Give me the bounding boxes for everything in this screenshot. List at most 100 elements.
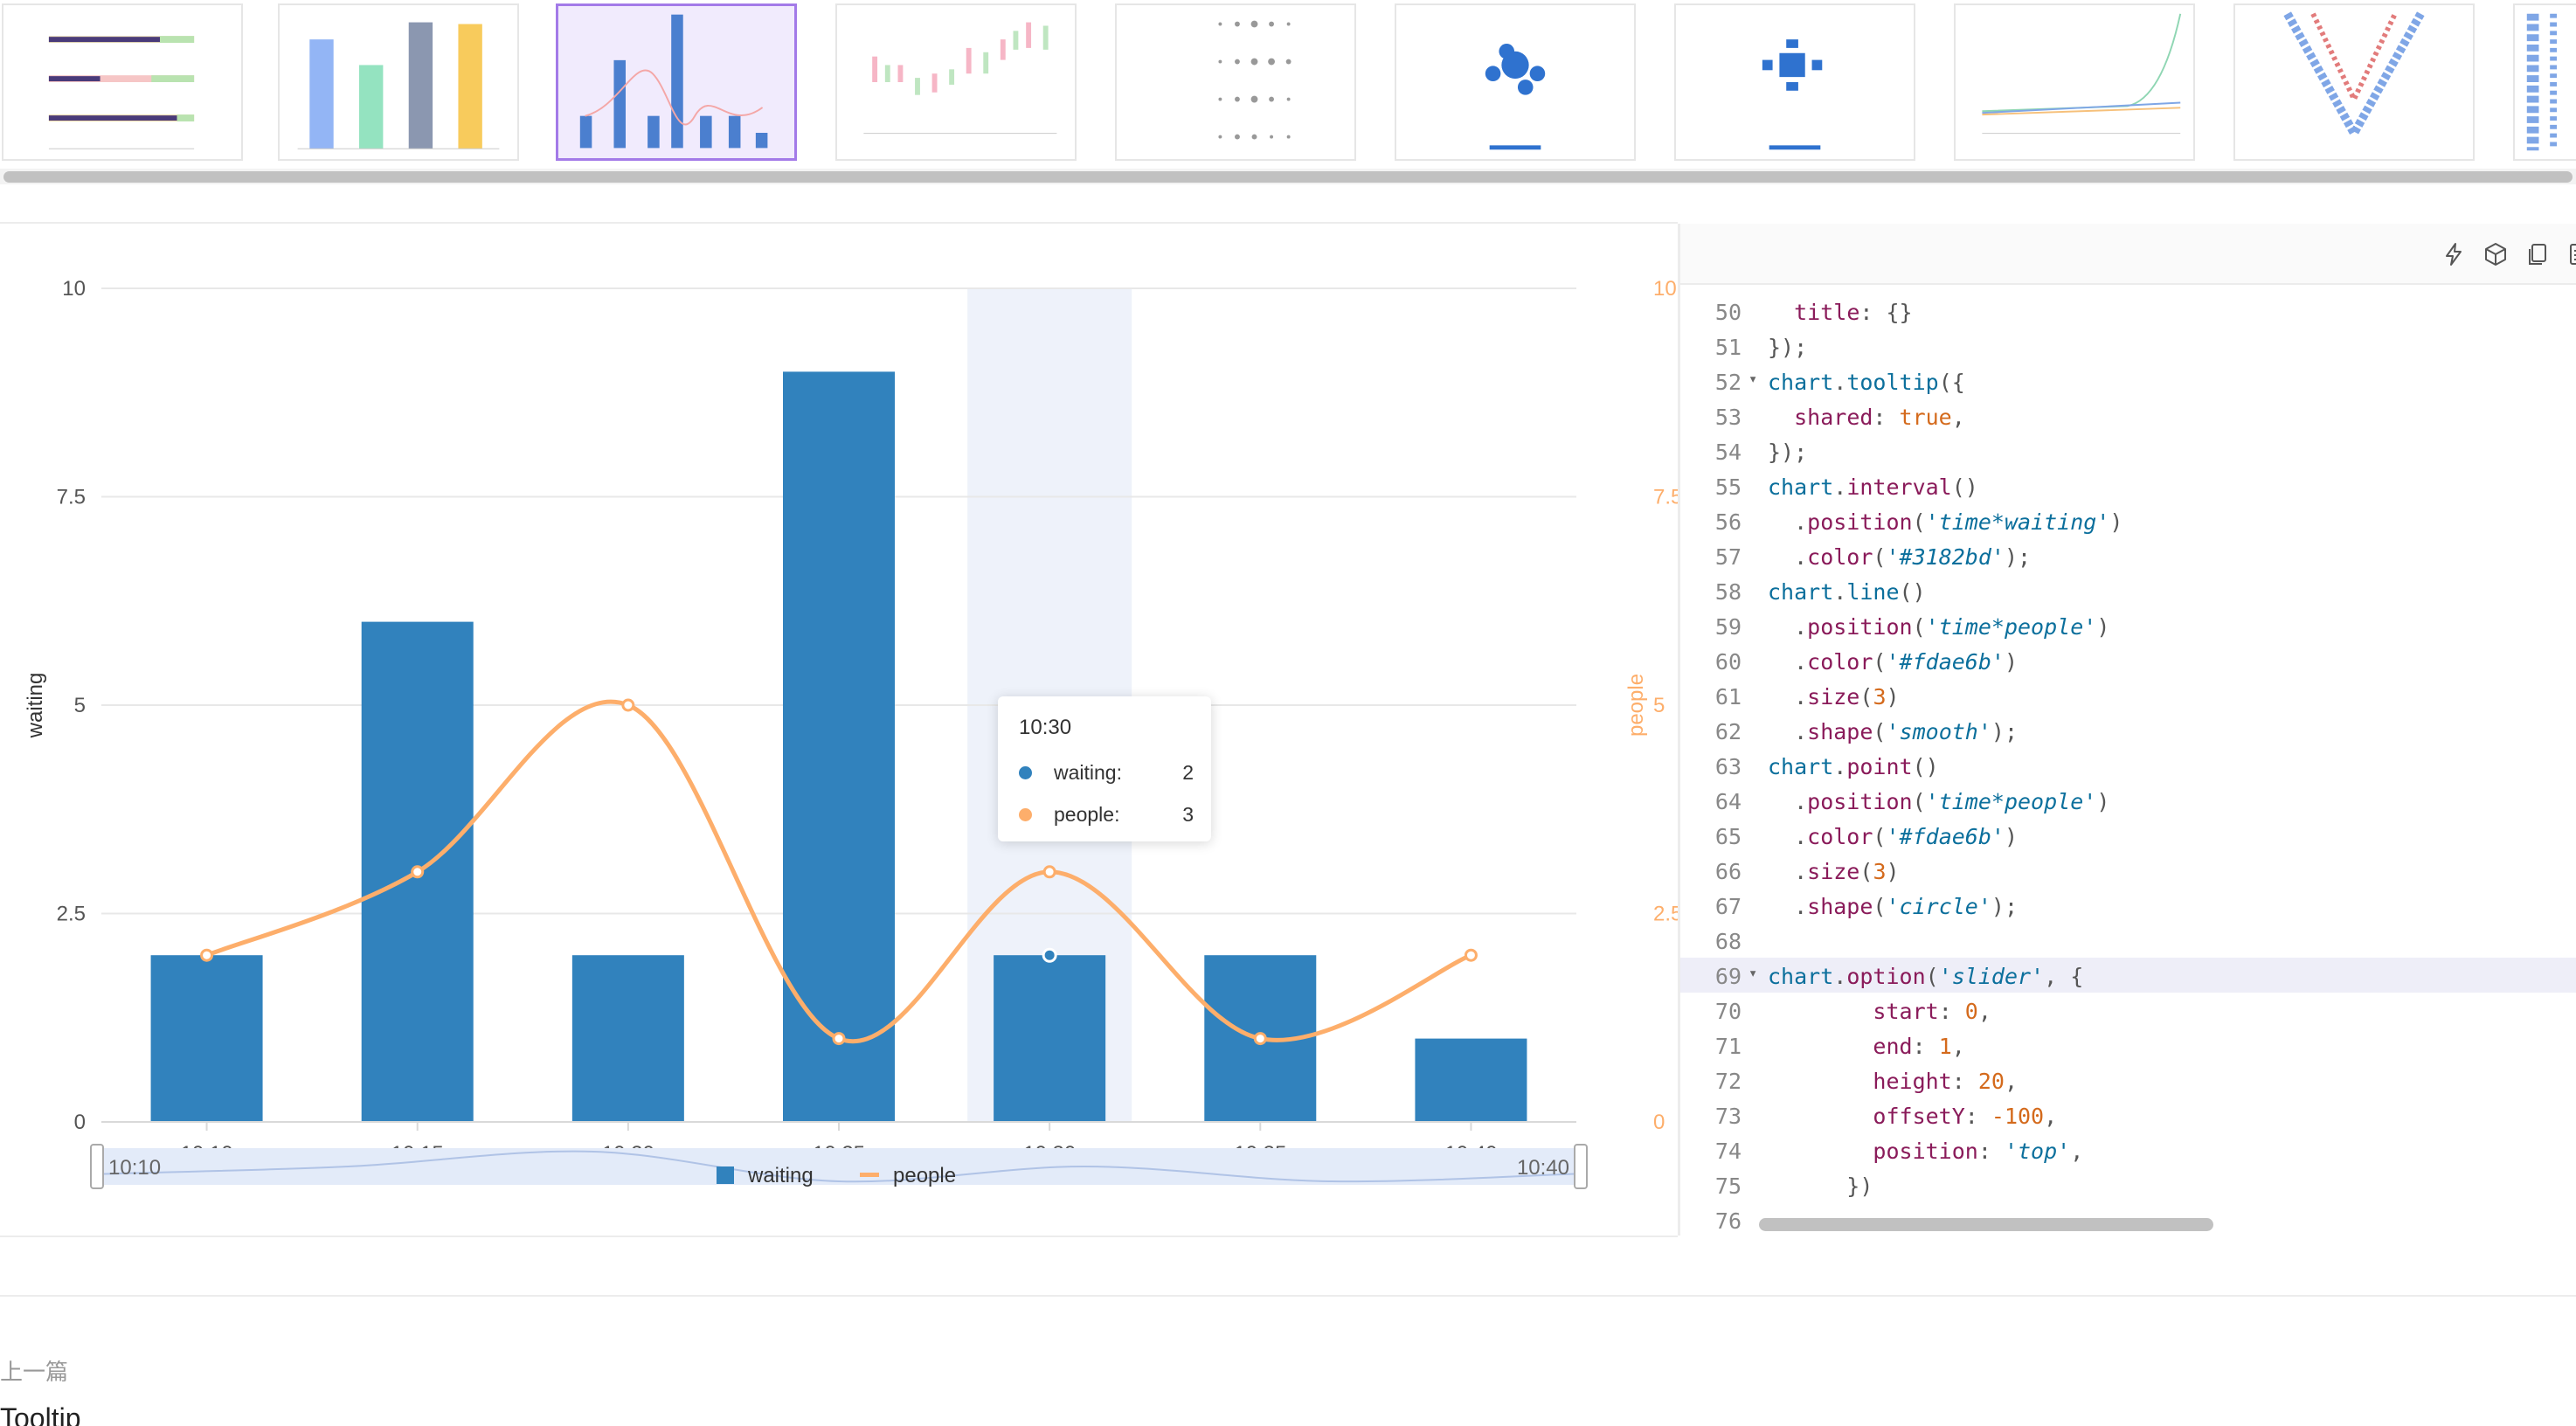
code-line[interactable]: 58 chart.line() [1680,573,2576,608]
code-text: chart.option('slider', { [1768,964,2084,989]
y-left-tick-label: 2.5 [57,903,86,926]
code-text: chart.line() [1768,579,1926,605]
line-number: 52 [1714,370,1742,395]
code-line[interactable]: 65 .color('#fdae6b') [1680,818,2576,853]
people-point [832,1032,846,1046]
tooltip-people-marker [1019,808,1032,821]
legend-waiting-swatch[interactable] [717,1166,734,1184]
range-slider[interactable]: 10:10 10:40 [90,1144,1588,1189]
line-number: 51 [1714,335,1742,360]
code-line[interactable]: 66 .size(3) [1680,853,2576,888]
line-number: 75 [1714,1173,1742,1199]
line-number: 61 [1714,684,1742,710]
code-editor[interactable]: 50 title: {} 51}); 52 ▾ chart.tooltip({53 sh… [1678,224,2576,1236]
previous-article-link[interactable]: Tooltip [0,1402,81,1426]
bar-error-chart-thumbnail [297,22,500,149]
legend-waiting-label[interactable]: waiting [747,1164,814,1187]
slider-preview-line [102,1150,1575,1183]
code-line[interactable]: 75 }) [1680,1167,2576,1202]
code-line[interactable]: 64 .position('time*people') [1680,783,2576,818]
y-right-tick-label: 0 [1653,1111,1665,1134]
code-line[interactable]: 62 .shape('smooth'); [1680,713,2576,748]
slider-end-handle[interactable] [1574,1144,1588,1189]
code-text: .position('time*people') [1768,789,2110,814]
thumbnail-scrollbar-thumb[interactable] [3,171,2573,183]
code-line[interactable]: 70 start: 0, [1680,993,2576,1028]
line-number: 54 [1714,440,1742,465]
thumb-bar-error-chart[interactable] [278,3,519,161]
code-line[interactable]: 57 .color('#3182bd'); [1680,538,2576,573]
code-line[interactable]: 76 [1680,1202,2576,1236]
code-line[interactable]: 68 [1680,923,2576,958]
line-number: 76 [1714,1208,1742,1234]
word-cloud-chart-2-thumbnail [2526,13,2557,151]
lightning-icon[interactable] [2441,241,2467,267]
bullet-chart-thumbnail [48,36,195,149]
thumb-hex-bin-chart[interactable] [1395,3,1636,161]
thumb-dot-matrix-chart[interactable] [1115,3,1356,161]
waiting-bar [994,955,1106,1122]
thumb-candlestick-chart[interactable] [835,3,1077,161]
line-number: 63 [1714,754,1742,779]
code-line[interactable]: 72 height: 20, [1680,1063,2576,1097]
code-text: }) [1768,1173,1873,1199]
code-line[interactable]: 59 .position('time*people') [1680,608,2576,643]
thumb-word-cloud-chart[interactable] [2233,3,2475,161]
y-right-tick-label: 7.5 [1653,486,1678,509]
example-thumbnail-strip [0,0,2576,192]
thumb-word-cloud-chart-2[interactable] [2513,3,2576,161]
previous-article-label: 上一篇 [0,1360,69,1386]
code-line[interactable]: 56 .position('time*waiting') [1680,503,2576,538]
document-icon[interactable] [2566,241,2576,267]
fold-toggle-icon[interactable]: ▾ [1748,965,1758,982]
copy-icon[interactable] [2524,241,2551,267]
code-line[interactable]: 61 .size(3) [1680,678,2576,713]
line-number: 65 [1714,824,1742,849]
y-right-tick-label: 10 [1653,277,1677,301]
people-point [621,698,635,712]
y-left-tick-label: 0 [74,1111,86,1134]
chart-panel: 0 2.5 5 7.5 10 0 2.5 5 7.5 10 waiting people 10:… [0,224,1678,1236]
code-line[interactable]: 54}); [1680,433,2576,468]
code-line[interactable]: 74 position: 'top', [1680,1132,2576,1167]
slider-start-handle[interactable] [90,1144,104,1189]
hex-bin-chart-thumbnail [1485,44,1546,150]
code-text: .shape('circle'); [1768,894,2019,919]
thumb-bullet-chart[interactable] [2,3,243,161]
thumb-dual-axes-chart[interactable] [556,3,797,161]
y-left-tick-label: 5 [74,694,86,717]
line-number: 74 [1714,1139,1742,1164]
line-number: 70 [1714,999,1742,1024]
tooltip-people-name: people: [1054,803,1120,826]
code-line[interactable]: 50 title: {} [1680,294,2576,329]
word-cloud-chart-thumbnail [2283,11,2425,142]
code-line[interactable]: 60 .color('#fdae6b') [1680,643,2576,678]
active-waiting-marker [1042,947,1057,963]
cube-icon[interactable] [2483,241,2509,267]
line-number: 58 [1714,579,1742,605]
editor-horizontal-scrollbar[interactable] [1759,1218,2213,1231]
code-text: }); [1768,440,1808,465]
line-number: 66 [1714,859,1742,884]
fold-toggle-icon[interactable]: ▾ [1748,370,1758,388]
code-line[interactable]: 63 chart.point() [1680,748,2576,783]
thumb-multi-line-chart[interactable] [1954,3,2195,161]
y-axis-left-label: waiting [24,673,47,739]
code-text: .color('#3182bd'); [1768,544,2032,570]
code-line[interactable]: 67 .shape('circle'); [1680,888,2576,923]
legend-people-swatch[interactable] [860,1173,879,1177]
code-line[interactable]: 51}); [1680,329,2576,363]
legend-people-label[interactable]: people [893,1164,956,1187]
code-line[interactable]: 73 offsetY: -100, [1680,1097,2576,1132]
thumb-rect-bin-chart[interactable] [1674,3,1915,161]
code-line[interactable]: 55 chart.interval() [1680,468,2576,503]
code-line[interactable]: 53 shared: true, [1680,398,2576,433]
people-point [1464,948,1478,962]
code-line[interactable]: 52 ▾ chart.tooltip({ [1680,363,2576,398]
code-text: }); [1768,335,1808,360]
code-line[interactable]: 69 ▾ chart.option('slider', { [1680,958,2576,993]
y-right-tick-label: 2.5 [1653,903,1678,926]
code-line[interactable]: 71 end: 1, [1680,1028,2576,1063]
code-text: shared: true, [1794,405,1965,430]
line-number: 72 [1714,1069,1742,1094]
